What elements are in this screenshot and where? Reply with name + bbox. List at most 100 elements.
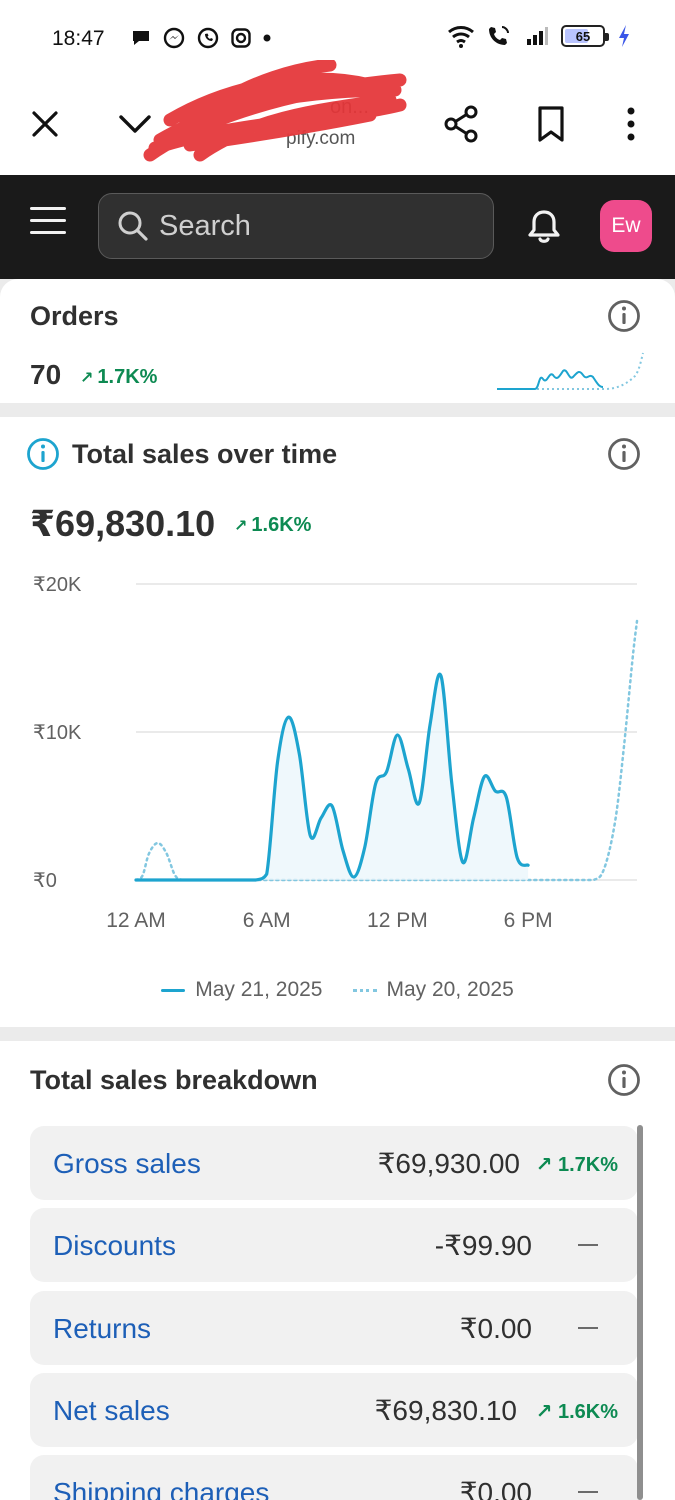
breakdown-label[interactable]: Discounts	[53, 1230, 176, 1261]
total-sales-change: 1.6K%	[251, 514, 312, 536]
battery-fill	[565, 29, 589, 43]
whatsapp-icon	[197, 27, 219, 49]
dot-icon	[263, 34, 271, 42]
breakdown-row-discounts[interactable]: Discounts -₹99.90	[30, 1208, 638, 1282]
messenger-icon	[163, 27, 185, 49]
chart-legend: May 21, 2025 May 20, 2025	[0, 978, 675, 1002]
collapse-button[interactable]	[111, 100, 159, 148]
legend-item-previous[interactable]: May 20, 2025	[352, 978, 514, 1002]
breakdown-title: Total sales breakdown	[30, 1065, 318, 1095]
x-tick-label: 12 PM	[367, 909, 428, 932]
y-tick-label: ₹0	[33, 870, 57, 892]
total-sales-value: ₹69,830.10	[30, 503, 216, 544]
instagram-icon	[231, 28, 251, 48]
breakdown-row-gross-sales[interactable]: Gross sales ₹69,930.00 ↗ 1.7K%	[30, 1126, 638, 1200]
bell-icon	[528, 210, 560, 243]
charging-icon	[619, 25, 629, 47]
share-icon	[444, 105, 478, 143]
battery-tip	[605, 33, 609, 41]
breakdown-row-shipping[interactable]: Shipping charges ₹0.00	[30, 1455, 638, 1500]
x-tick-label: 12 AM	[106, 909, 166, 932]
notifications-button[interactable]	[524, 207, 564, 247]
breakdown-row-returns[interactable]: Returns ₹0.00	[30, 1291, 638, 1365]
info-icon[interactable]	[607, 437, 641, 471]
arrow-up-right-icon: ↗	[80, 369, 94, 387]
breakdown-row-net-sales[interactable]: Net sales ₹69,830.10 ↗ 1.6K%	[30, 1373, 638, 1447]
breakdown-label[interactable]: Returns	[53, 1313, 152, 1344]
wifi-icon	[448, 26, 474, 48]
orders-sparkline	[497, 352, 644, 390]
info-blue-icon	[27, 438, 59, 470]
menu-line-icon	[30, 207, 66, 210]
redaction-scribble	[143, 60, 407, 162]
legend-item-current[interactable]: May 21, 2025	[161, 978, 323, 1002]
breakdown-value: -₹99.90	[434, 1230, 532, 1261]
battery-percent: 65	[575, 28, 591, 44]
legend-label-current: May 21, 2025	[195, 978, 323, 1001]
status-time: 18:47	[52, 27, 105, 50]
arrow-up-right-icon: ↗	[234, 517, 248, 535]
breakdown-value: ₹69,830.10	[374, 1395, 517, 1426]
search-placeholder: Search	[159, 209, 251, 242]
orders-change: 1.7K%	[97, 366, 158, 388]
breakdown-trend: ↗ 1.7K%	[535, 1154, 618, 1176]
no-change-dash	[578, 1491, 598, 1493]
menu-line-icon	[30, 231, 66, 234]
breakdown-value: ₹0.00	[459, 1477, 532, 1500]
orders-card[interactable]: Orders 70 ↗ 1.7K%	[0, 279, 675, 403]
breakdown-trend: ↗ 1.6K%	[535, 1401, 618, 1423]
close-icon	[32, 111, 58, 137]
more-vertical-icon	[627, 107, 635, 141]
sparkline-current	[497, 369, 604, 390]
total-sales-card[interactable]: Total sales over time ₹69,830.10 ↗ 1.6K%…	[0, 417, 675, 1027]
search-icon	[118, 211, 148, 241]
breakdown-value: ₹69,930.00	[377, 1148, 520, 1179]
orders-title: Orders	[30, 301, 119, 331]
legend-label-previous: May 20, 2025	[386, 978, 514, 1001]
series-line-previous	[134, 619, 639, 882]
breakdown-label[interactable]: Gross sales	[53, 1148, 201, 1179]
breakdown-label[interactable]: Net sales	[53, 1395, 170, 1426]
breakdown-change: 1.6K%	[557, 1401, 618, 1423]
app-header: Search Ew	[0, 175, 675, 279]
info-icon[interactable]	[607, 1063, 641, 1097]
sales-line-chart[interactable]: ₹20K ₹10K ₹0 12 AM 6 AM 12 PM 6 PM	[0, 555, 675, 1025]
legend-dotted-swatch	[352, 988, 377, 992]
search-input[interactable]: Search	[98, 193, 494, 259]
breakdown-card: Total sales breakdown Gross sales ₹69,93…	[0, 1041, 675, 1500]
status-bar: 18:47 65	[0, 0, 675, 78]
legend-solid-swatch	[161, 988, 186, 992]
avatar[interactable]: Ew	[600, 200, 652, 252]
total-sales-title: Total sales over time	[72, 439, 338, 469]
breakdown-value: ₹0.00	[459, 1313, 532, 1344]
chat-bubble-icon	[133, 31, 149, 45]
signal-icon	[527, 27, 548, 45]
info-icon[interactable]	[607, 299, 641, 333]
x-tick-label: 6 PM	[504, 909, 553, 932]
sparkline-previous	[497, 352, 644, 390]
system-icons: 65	[447, 24, 631, 48]
menu-button[interactable]	[30, 207, 66, 243]
breakdown-label[interactable]: Shipping charges	[53, 1477, 270, 1500]
y-tick-label: ₹20K	[33, 574, 82, 596]
total-sales-trend: ↗ 1.6K%	[234, 514, 311, 537]
no-change-dash	[578, 1327, 598, 1329]
bookmark-button[interactable]	[527, 100, 575, 148]
notification-icons	[130, 26, 272, 50]
series-line-current	[134, 672, 530, 882]
battery-icon: 65	[561, 25, 609, 47]
orders-value: 70	[30, 359, 62, 390]
x-tick-label: 6 AM	[243, 909, 291, 932]
wifi-call-icon	[489, 26, 509, 45]
breakdown-change: 1.7K%	[557, 1154, 618, 1176]
scrollbar[interactable]	[637, 1125, 643, 1500]
chevron-down-icon	[119, 115, 151, 133]
more-menu-button[interactable]	[607, 100, 655, 148]
page-body: Orders 70 ↗ 1.7K% Total sales over time …	[0, 279, 675, 1500]
close-tab-button[interactable]	[21, 100, 69, 148]
no-change-dash	[578, 1244, 598, 1246]
y-tick-label: ₹10K	[33, 722, 82, 744]
share-button[interactable]	[437, 100, 485, 148]
menu-line-icon	[30, 219, 66, 222]
orders-trend: ↗ 1.7K%	[80, 366, 157, 389]
